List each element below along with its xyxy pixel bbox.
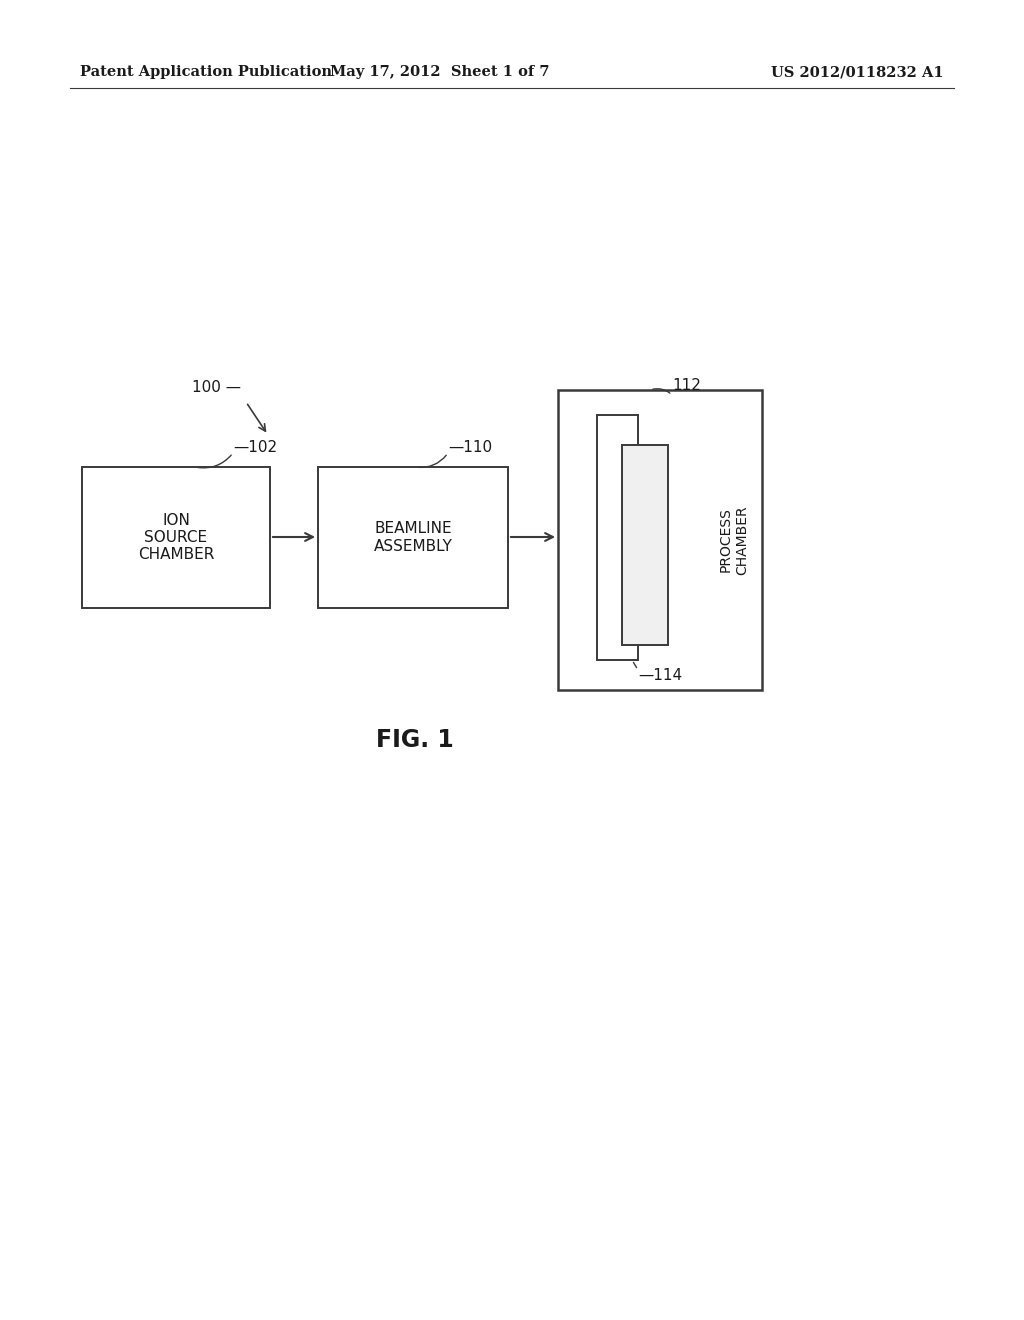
Bar [597,414,638,660]
Text: ION
SOURCE
CHAMBER: ION SOURCE CHAMBER [138,512,214,562]
Text: 112: 112 [672,378,700,392]
Text: FIG. 1: FIG. 1 [376,729,454,752]
Bar [558,389,762,690]
Text: —110: —110 [449,441,493,455]
Bar [622,445,668,645]
Text: PROCESS
CHAMBER: PROCESS CHAMBER [719,506,750,574]
Bar [318,467,508,609]
Text: Patent Application Publication: Patent Application Publication [80,65,332,79]
Bar [82,467,270,609]
Text: 100 —: 100 — [193,380,241,396]
Text: —114: —114 [638,668,682,682]
Text: BEAMLINE
ASSEMBLY: BEAMLINE ASSEMBLY [374,521,453,553]
Text: US 2012/0118232 A1: US 2012/0118232 A1 [771,65,944,79]
Text: May 17, 2012  Sheet 1 of 7: May 17, 2012 Sheet 1 of 7 [331,65,550,79]
Text: —102: —102 [233,441,278,455]
